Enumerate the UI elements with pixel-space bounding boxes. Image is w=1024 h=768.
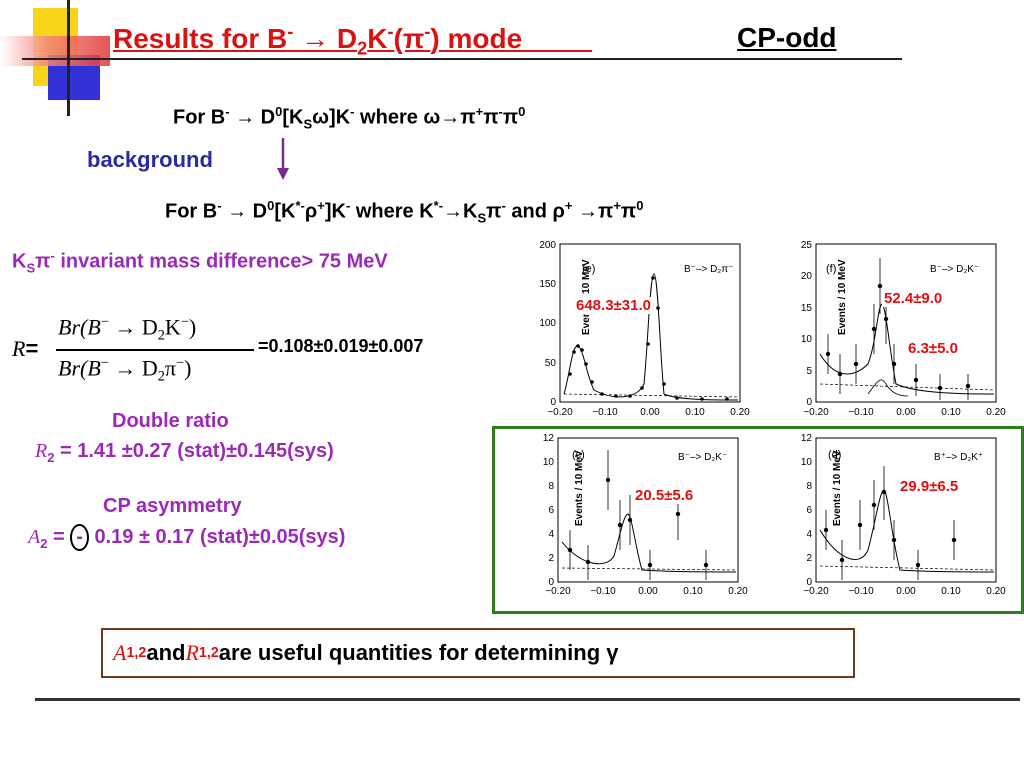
svg-text:15: 15	[801, 303, 813, 314]
cp-asymmetry-value: A2 = - 0.19 ± 0.17 (stat)±0.05(sys)	[28, 524, 346, 551]
decay-mode-line-1: For B- → D0[KSω]K- where ω→π+π-π0	[173, 104, 526, 132]
svg-text:B⁻–> D₂π⁻: B⁻–> D₂π⁻	[684, 264, 733, 275]
svg-text:0.00: 0.00	[896, 407, 916, 418]
svg-text:0.10: 0.10	[683, 586, 703, 597]
svg-text:B⁺–> D₂K⁺: B⁺–> D₂K⁺	[934, 452, 983, 463]
svg-text:0: 0	[806, 397, 812, 408]
svg-text:6: 6	[806, 505, 812, 516]
conclusion-box: A 1,2 and R 1,2 are useful quantities for …	[101, 628, 855, 678]
plot-e: Events / 10 MeV 0 50 100 150 200 −0.20 −…	[512, 234, 756, 424]
plot-c-ylabel: Events / 10 MeV	[574, 450, 585, 526]
svg-text:100: 100	[539, 318, 556, 329]
svg-text:0: 0	[806, 577, 812, 588]
svg-text:5: 5	[806, 366, 812, 377]
svg-text:B⁻–> D₂K⁻: B⁻–> D₂K⁻	[678, 452, 727, 463]
ratio-value: =0.108±0.019±0.007	[258, 336, 424, 356]
mass-cut-label: KSπ- invariant mass difference> 75 MeV	[12, 248, 388, 276]
svg-text:0.10: 0.10	[941, 407, 961, 418]
svg-text:50: 50	[545, 358, 557, 369]
svg-text:25: 25	[801, 240, 813, 251]
svg-text:10: 10	[801, 334, 813, 345]
svg-text:−0.10: −0.10	[590, 586, 616, 597]
slide-title: Results for B- → D2K-(π-) mode	[113, 22, 523, 59]
svg-text:0.10: 0.10	[685, 407, 705, 418]
svg-text:8: 8	[548, 481, 554, 492]
ratio-denominator: Br(B− → D2π−)	[58, 355, 192, 385]
footer-rule	[35, 698, 1020, 701]
cp-odd-label: CP-odd	[737, 22, 837, 53]
plot-f: Events / 10 MeV 0 5 10 15 20 25 −0.20 −0…	[768, 234, 1012, 424]
svg-text:20: 20	[801, 271, 813, 282]
svg-text:0.20: 0.20	[728, 586, 748, 597]
svg-text:10: 10	[543, 457, 555, 468]
plot-d-ylabel: Events / 10 MeV	[832, 450, 843, 526]
svg-text:−0.20: −0.20	[803, 407, 829, 418]
plot-d: Events / 10 MeV 0 2 4 6 8 10 12 −0.20 −0…	[801, 433, 1006, 597]
svg-text:4: 4	[806, 529, 812, 540]
ratio-numerator: Br(B− → D2K−)	[58, 314, 197, 344]
svg-text:4: 4	[548, 529, 554, 540]
plots-frame	[492, 426, 1024, 614]
svg-text:(d): (d)	[828, 449, 841, 461]
svg-text:0: 0	[550, 397, 556, 408]
svg-text:2: 2	[548, 553, 554, 564]
fraction-bar	[56, 349, 254, 351]
svg-text:12: 12	[543, 433, 555, 444]
svg-text:(e): (e)	[582, 263, 595, 275]
corner-red-bar	[0, 36, 110, 66]
svg-text:(c): (c)	[572, 449, 585, 461]
svg-text:0.20: 0.20	[986, 407, 1006, 418]
down-arrow-icon	[277, 138, 289, 180]
svg-text:−0.20: −0.20	[547, 407, 573, 418]
svg-text:−0.20: −0.20	[803, 586, 829, 597]
svg-text:−0.10: −0.10	[848, 586, 874, 597]
plot-e-yield: 648.3±31.0	[574, 297, 653, 314]
svg-text:0.00: 0.00	[640, 407, 660, 418]
ratio-symbol: R=	[12, 336, 39, 361]
cp-asymmetry-label: CP asymmetry	[103, 495, 242, 517]
svg-text:−0.10: −0.10	[848, 407, 874, 418]
svg-text:150: 150	[539, 279, 556, 290]
plot-c-yield: 20.5±5.6	[633, 487, 696, 504]
svg-text:−0.10: −0.10	[592, 407, 618, 418]
svg-text:8: 8	[806, 481, 812, 492]
decay-mode-line-2: For B- → D0[K*-ρ+]K- where K*-→KSπ- and …	[165, 198, 644, 226]
svg-text:0.00: 0.00	[638, 586, 658, 597]
plot-c: Events / 10 MeV 0 2 4 6 8 10 12 −0.20 −0…	[543, 433, 748, 597]
svg-text:0.00: 0.00	[896, 586, 916, 597]
svg-text:0.10: 0.10	[941, 586, 961, 597]
plot-d-yield: 29.9±6.5	[898, 478, 961, 495]
svg-text:0: 0	[548, 577, 554, 588]
plot-f-yield-2: 6.3±5.0	[906, 340, 960, 357]
plot-f-ylabel: Events / 10 MeV	[837, 259, 848, 335]
svg-text:200: 200	[539, 240, 556, 251]
double-ratio-value: R2 = 1.41 ±0.27 (stat)±0.145(sys)	[35, 440, 334, 465]
svg-text:10: 10	[801, 457, 813, 468]
svg-text:0.20: 0.20	[986, 586, 1006, 597]
svg-text:2: 2	[806, 553, 812, 564]
svg-text:(f): (f)	[826, 263, 836, 275]
svg-text:6: 6	[548, 505, 554, 516]
svg-text:0.20: 0.20	[730, 407, 750, 418]
corner-horizontal-line	[22, 58, 902, 60]
svg-text:B⁻–> D₂K⁻: B⁻–> D₂K⁻	[930, 264, 979, 275]
svg-text:12: 12	[801, 433, 813, 444]
svg-text:−0.20: −0.20	[545, 586, 571, 597]
background-label: background	[87, 147, 213, 172]
double-ratio-label: Double ratio	[112, 410, 229, 432]
plot-f-yield-1: 52.4±9.0	[882, 290, 945, 307]
